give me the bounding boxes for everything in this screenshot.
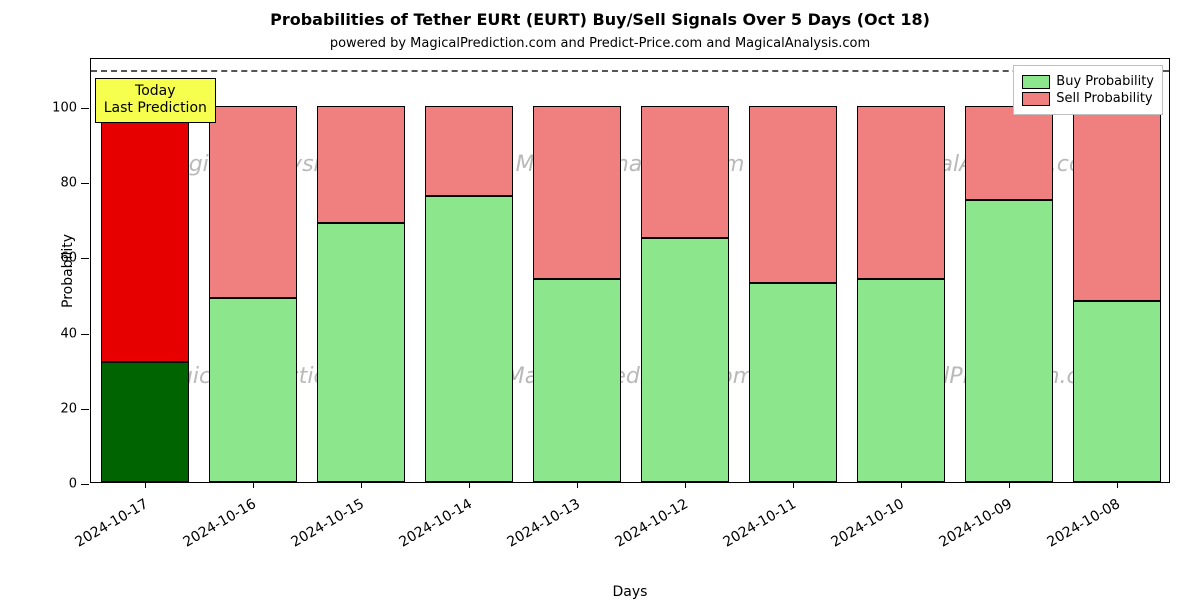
sell-bar [749,106,838,283]
y-tick-label: 60 [60,251,91,266]
plot-area: MagicalAnalysis.comMagicalAnalysis.comMa… [90,58,1170,483]
y-tick-label: 80 [60,176,91,191]
buy-bar [965,200,1054,482]
y-tick-label: 40 [60,326,91,341]
legend: Buy Probability Sell Probability [1013,65,1163,115]
bar-group [209,57,298,482]
sell-bar [533,106,622,279]
today-annotation-line1: Today [104,83,207,101]
legend-row-buy: Buy Probability [1022,74,1154,89]
buy-bar [425,196,514,482]
today-annotation-line2: Last Prediction [104,100,207,118]
y-tick-label: 20 [60,401,91,416]
sell-bar [641,106,730,238]
x-tick-label: 2024-10-10 [829,496,907,551]
buy-bar [533,279,622,482]
x-tick-label: 2024-10-11 [721,496,799,551]
x-tick [253,482,254,488]
bar-group [749,57,838,482]
x-tick-label: 2024-10-17 [73,496,151,551]
x-tick-label: 2024-10-14 [397,496,475,551]
bar-group [1073,57,1162,482]
buy-bar [317,223,406,483]
x-tick [685,482,686,488]
x-tick [1117,482,1118,488]
legend-label-sell: Sell Probability [1056,91,1152,106]
legend-row-sell: Sell Probability [1022,91,1154,106]
x-tick [145,482,146,488]
x-tick [793,482,794,488]
x-tick [901,482,902,488]
sell-bar [209,106,298,298]
x-tick-label: 2024-10-15 [289,496,367,551]
chart-title: Probabilities of Tether EURt (EURT) Buy/… [0,10,1200,29]
x-tick-label: 2024-10-16 [181,496,259,551]
x-tick-label: 2024-10-08 [1045,496,1123,551]
bar-group [641,57,730,482]
x-tick [1009,482,1010,488]
sell-bar [1073,106,1162,302]
legend-swatch-sell [1022,92,1050,106]
y-axis-label: Probability [60,233,76,307]
x-axis-label: Days [613,584,648,600]
sell-bar [965,106,1054,200]
sell-bar [425,106,514,196]
x-tick-label: 2024-10-13 [505,496,583,551]
bar-group [317,57,406,482]
today-annotation: Today Last Prediction [95,78,216,123]
x-tick [577,482,578,488]
legend-label-buy: Buy Probability [1056,74,1154,89]
sell-bar [101,106,190,362]
x-tick [469,482,470,488]
sell-bar [317,106,406,223]
buy-bar [857,279,946,482]
legend-swatch-buy [1022,75,1050,89]
buy-bar [101,362,190,482]
chart-subtitle: powered by MagicalPrediction.com and Pre… [0,36,1200,51]
buy-bar [1073,301,1162,482]
x-tick-label: 2024-10-09 [937,496,1015,551]
bar-group [533,57,622,482]
buy-bar [749,283,838,482]
x-tick [361,482,362,488]
chart-figure: Probabilities of Tether EURt (EURT) Buy/… [0,0,1200,600]
sell-bar [857,106,946,279]
buy-bar [209,298,298,482]
y-tick-label: 0 [69,477,91,492]
bar-group [425,57,514,482]
x-tick-label: 2024-10-12 [613,496,691,551]
buy-bar [641,238,730,482]
bar-group [965,57,1054,482]
bar-group [857,57,946,482]
y-tick-label: 100 [52,100,91,115]
